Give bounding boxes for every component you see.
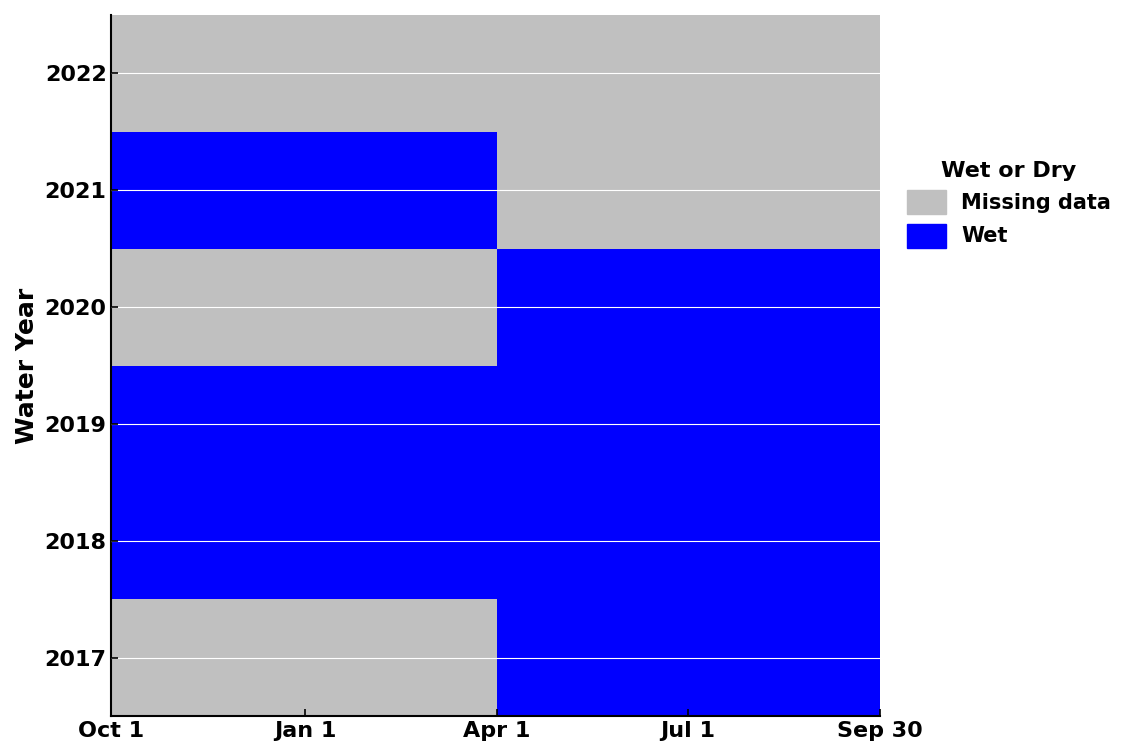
Legend: Missing data, Wet: Missing data, Wet xyxy=(897,151,1121,257)
Bar xyxy=(497,600,880,716)
Bar xyxy=(497,249,880,366)
Bar xyxy=(111,132,497,249)
Y-axis label: Water Year: Water Year xyxy=(15,287,39,444)
Bar xyxy=(111,15,880,132)
Bar xyxy=(111,366,880,482)
Bar xyxy=(111,482,880,600)
Bar xyxy=(497,132,880,249)
